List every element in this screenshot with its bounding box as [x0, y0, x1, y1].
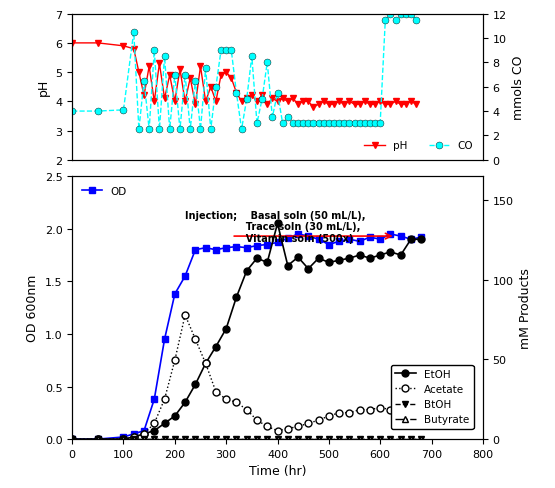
- Legend: OD: OD: [77, 182, 131, 200]
- Y-axis label: mM Products: mM Products: [519, 267, 532, 348]
- Y-axis label: pH: pH: [37, 79, 50, 96]
- X-axis label: Time (hr): Time (hr): [249, 465, 306, 477]
- Legend: pH, CO: pH, CO: [360, 137, 478, 155]
- Y-axis label: OD 600nm: OD 600nm: [26, 274, 39, 342]
- Legend: EtOH, Acetate, BtOH, Butyrate: EtOH, Acetate, BtOH, Butyrate: [391, 365, 473, 429]
- Text: Injection;    Basal soln (50 mL/L),
                  Trace soln (30 mL/L),
    : Injection; Basal soln (50 mL/L), Trace s…: [185, 210, 366, 244]
- Y-axis label: mmols CO: mmols CO: [512, 55, 525, 120]
